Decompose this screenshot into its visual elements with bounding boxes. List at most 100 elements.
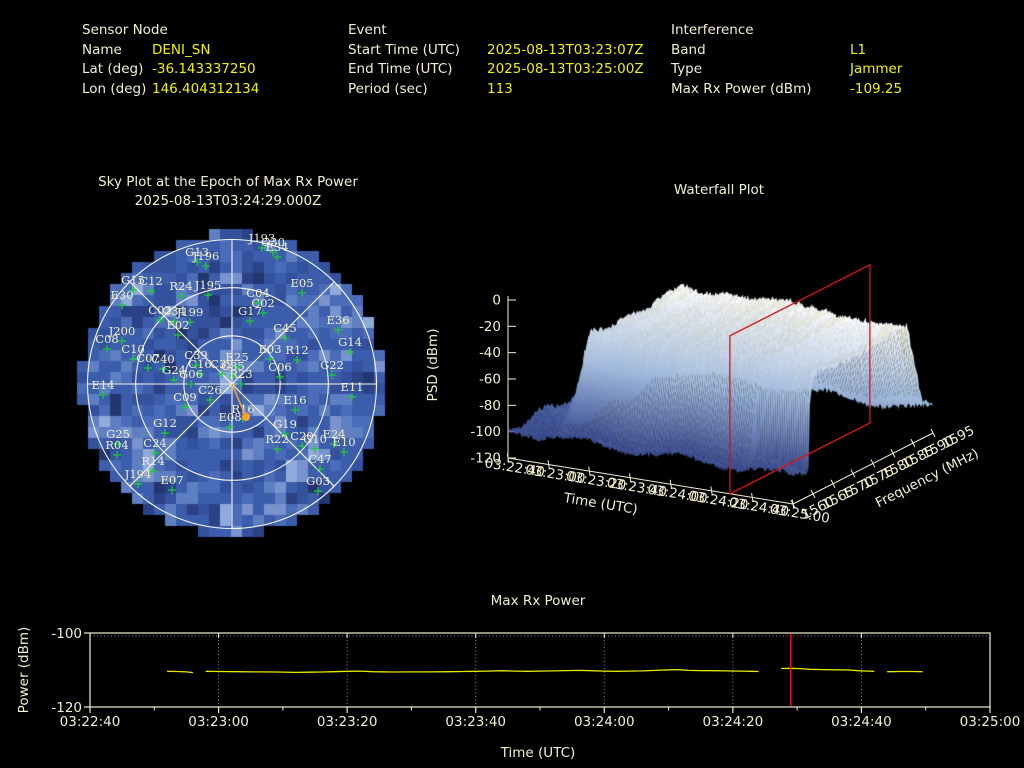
satellite-label-C04: C04 — [246, 286, 269, 300]
satellite-label-E05: E05 — [290, 276, 313, 290]
sensor-lon-label: Lon (deg) — [82, 80, 147, 97]
satellite-label-R04: R04 — [105, 438, 128, 452]
sensor-lat-value: -36.143337250 — [152, 61, 256, 77]
satellite-label-J200: J200 — [108, 324, 136, 338]
satellite-label-E03: E03 — [258, 342, 281, 356]
interference-band-label: Band — [671, 41, 706, 58]
satellite-label-C32: C32 — [210, 357, 233, 371]
satellite-label-C20: C20 — [290, 429, 313, 443]
satellite-label-C03: C03 — [148, 303, 171, 317]
interference-power-label: Max Rx Power (dBm) — [671, 80, 812, 97]
interference-band-value: L1 — [850, 41, 867, 58]
event-start-value: 2025-08-13T03:23:07Z — [487, 41, 644, 58]
event-start-label: Start Time (UTC) — [348, 41, 460, 58]
satellite-label-G12: G12 — [153, 416, 177, 430]
satellite-label-R12: R12 — [285, 343, 308, 357]
satellite-label-C40: C40 — [151, 352, 174, 366]
satellite-label-C10: C10 — [121, 342, 144, 356]
satellite-label-C45: C45 — [273, 321, 296, 335]
waterfall-plot: Waterfall Plot PSD (dBm) Time (UTC) Freq… — [425, 182, 981, 527]
satellite-label-E24: E24 — [322, 427, 345, 441]
sky-plot-heatmap — [70, 222, 402, 552]
satellite-label-E08: E08 — [218, 410, 241, 424]
svg-text:03:23:00: 03:23:00 — [188, 714, 249, 730]
satellite-label-C16: C16 — [188, 357, 211, 371]
sky-plot-title: Sky Plot at the Epoch of Max Rx Power — [98, 174, 358, 190]
svg-text:03:24:20: 03:24:20 — [703, 714, 764, 730]
svg-text:-120: -120 — [51, 700, 82, 716]
sensor-node-section: Sensor Node Name DENI_SN Lat (deg) -36.143… — [82, 21, 259, 99]
satellite-label-E11: E11 — [340, 380, 363, 394]
satellite-label-G25: G25 — [106, 427, 130, 441]
satellite-label-E16: E16 — [283, 393, 306, 407]
interference-section-title: Interference — [671, 22, 754, 38]
satellite-label-E10: E10 — [332, 435, 355, 449]
satellite-label-C24: C24 — [143, 436, 166, 450]
sensor-lon-value: 146.404312134 — [152, 80, 260, 97]
satellite-label-G15: G15 — [121, 273, 145, 287]
satellite-label-R24: R24 — [169, 279, 192, 293]
satellite-label-G06: G06 — [179, 367, 203, 381]
max-power-slice-outline — [729, 263, 871, 495]
power-plot-title: Max Rx Power — [491, 593, 586, 609]
event-end-value: 2025-08-13T03:25:00Z — [487, 61, 644, 77]
waterfall-psd-axis-label: PSD (dBm) — [425, 329, 441, 402]
sky-plot: Sky Plot at the Epoch of Max Rx Power 20… — [86, 174, 378, 530]
svg-text:-120: -120 — [470, 451, 501, 467]
satellite-label-R23: R23 — [229, 367, 252, 381]
waterfall-title: Waterfall Plot — [674, 182, 764, 198]
sky-plot-subtitle: 2025-08-13T03:24:29.000Z — [135, 193, 322, 209]
power-plot-body: 03:22:40 03:23:00 03:23:20 03:23:40 03:24:00… — [51, 626, 1020, 730]
svg-text:0: 0 — [492, 293, 501, 309]
satellite-label-R25: R25 — [225, 350, 248, 364]
satellite-label-E07: E07 — [160, 473, 183, 487]
interference-type-value: Jammer — [850, 61, 903, 77]
satellite-label-J193: J193 — [248, 231, 276, 245]
waterfall-surface — [495, 278, 955, 528]
satellite-label-C09: C09 — [173, 390, 196, 404]
svg-text:03:24:40: 03:24:40 — [831, 714, 892, 730]
sensor-name-label: Name — [82, 41, 122, 58]
interference-power-value: -109.25 — [850, 80, 903, 97]
satellite-label-E30: E30 — [110, 288, 133, 302]
satellite-label-E02: E02 — [166, 318, 189, 332]
interference-direction-marker — [231, 383, 250, 421]
satellite-label-E36: E36 — [326, 313, 349, 327]
sensor-name-value: DENI_SN — [152, 41, 211, 58]
satellite-label-G22: G22 — [320, 358, 344, 372]
satellite-label-G03: G03 — [306, 474, 330, 488]
satellite-label-G19: G19 — [273, 417, 297, 431]
satellite-label-G24: G24 — [162, 363, 186, 377]
satellite-label-J196: J196 — [192, 249, 220, 263]
event-period-label: Period (sec) — [348, 80, 428, 97]
satellite-label-G17: G17 — [238, 304, 262, 318]
event-end-label: End Time (UTC) — [348, 61, 453, 77]
satellite-label-J199: J199 — [176, 305, 204, 319]
satellite-label-C08: C08 — [95, 332, 118, 346]
svg-text:-20: -20 — [479, 319, 501, 335]
svg-text:-40: -40 — [479, 345, 501, 361]
satellite-label-E34: E34 — [265, 240, 288, 254]
satellite-label-R14: R14 — [141, 454, 164, 468]
power-x-axis-label: Time (UTC) — [500, 745, 576, 761]
interference-section: Interference Band L1 Type Jammer Max Rx Po… — [671, 21, 902, 99]
event-section: Event Start Time (UTC) 2025-08-13T03:23:0… — [348, 21, 644, 99]
satellite-label-E14: E14 — [91, 378, 114, 392]
satellite-label-C02: C02 — [251, 296, 274, 310]
satellite-label-C12: C12 — [139, 274, 162, 288]
event-period-value: 113 — [487, 80, 513, 97]
satellite-label-G14: G14 — [338, 335, 362, 349]
power-y-axis-label: Power (dBm) — [16, 627, 32, 714]
satellite-label-C39: C39 — [184, 348, 207, 362]
satellite-label-G30: G30 — [261, 235, 285, 249]
svg-text:-100: -100 — [470, 424, 501, 440]
interference-type-label: Type — [671, 61, 703, 77]
svg-text:03:23:20: 03:23:20 — [317, 714, 378, 730]
satellite-label-C06: C06 — [268, 360, 291, 374]
satellite-label-C35: C35 — [221, 359, 244, 373]
satellite-label-C34: C34 — [162, 304, 185, 318]
svg-text:03:25:00: 03:25:00 — [960, 714, 1021, 730]
